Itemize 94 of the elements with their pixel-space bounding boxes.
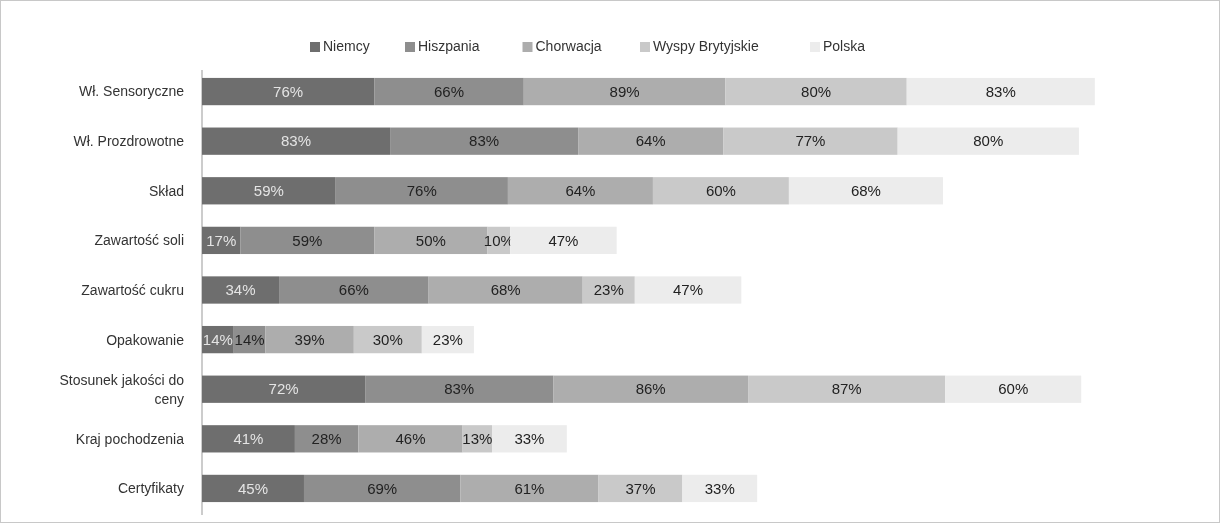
bar [202,474,304,503]
data-label: 13% [462,430,493,448]
data-label: 83% [985,82,1016,100]
bar [748,375,946,403]
legend-label: Hiszpania [418,38,480,54]
data-label: 76% [273,82,304,100]
bar [906,77,1095,106]
bar [428,276,583,304]
data-label: 46% [395,430,426,448]
bar [578,127,724,155]
bar [202,375,366,403]
bar [460,474,599,503]
bar [945,375,1082,403]
data-label: 69% [367,479,398,497]
data-label: 72% [268,380,299,398]
bar [634,276,742,304]
data-label: 86% [635,380,666,398]
bar [202,77,375,106]
data-label: 23% [432,330,463,348]
bar [723,127,898,155]
data-label: 23% [593,281,624,299]
legend-label: Wyspy Brytyjskie [653,38,759,54]
data-label: 80% [973,132,1004,150]
bar [202,127,391,155]
bar [265,325,354,354]
data-label: 61% [514,479,545,497]
bar [335,177,508,205]
data-label: 60% [998,380,1029,398]
data-label: 66% [338,281,369,299]
bar [358,425,463,453]
data-label: 47% [673,281,704,299]
data-label: 34% [225,281,256,299]
bar [598,474,683,503]
y-tick-label: Zawartość cukru [81,281,184,298]
bar [652,177,789,205]
data-label: 59% [253,182,284,200]
data-label: 14% [234,330,265,348]
data-label: 87% [831,380,862,398]
y-tick-label: Skład [148,182,184,199]
bar [374,77,524,106]
bar [365,375,554,403]
y-tick-label: Opakowanie [106,331,185,348]
data-label: 80% [801,82,832,100]
data-label: 50% [415,231,446,249]
data-label: 68% [850,182,881,200]
data-label: 45% [237,479,268,497]
bar [725,77,907,106]
data-label: 64% [565,182,596,200]
bar [507,177,653,205]
data-label: 66% [433,82,465,100]
bar [553,375,749,403]
data-label: 37% [625,479,656,497]
data-label: 83% [469,132,500,150]
data-label: 33% [514,430,545,448]
legend-label: Polska [823,38,866,54]
bar [897,127,1079,155]
data-label: 14% [202,330,233,348]
y-tick-label: Certyfikaty [117,480,184,497]
data-label: 17% [206,231,237,249]
y-tick-label: Kraj pochodzenia [75,430,185,447]
data-label: 64% [635,132,666,150]
bar [492,425,567,453]
legend-label: Niemcy [323,38,370,54]
bar [240,226,375,255]
bar [582,276,635,304]
bar [510,226,617,255]
data-label: 83% [281,132,312,150]
data-label: 83% [444,380,475,398]
bar [202,276,280,304]
data-label: 28% [311,430,342,448]
bar [682,474,758,503]
data-label: 39% [294,330,325,348]
legend-label: Chorwacja [535,38,602,54]
bar [390,127,579,155]
data-label: 77% [795,132,826,150]
data-label: 47% [548,231,579,249]
y-tick-label: Wł. Sensoryczne [78,83,185,100]
data-label: 30% [372,330,403,348]
bar [303,474,461,503]
data-label: 68% [490,281,521,299]
y-tick-label: Zawartość soli [94,232,184,249]
data-label: 89% [609,82,640,100]
y-tick-label: Wł. Prozdrowotne [73,133,185,150]
data-label: 76% [406,182,437,200]
bar [523,77,726,106]
bar [202,177,336,205]
data-label: 60% [705,182,736,200]
bar [279,276,429,304]
y-tick-label: Stosunek jakości do ceny [59,372,185,408]
bar [788,177,943,205]
data-label: 59% [292,231,323,249]
data-label: 33% [704,479,735,497]
data-label: 41% [233,430,264,448]
bar [202,425,295,453]
